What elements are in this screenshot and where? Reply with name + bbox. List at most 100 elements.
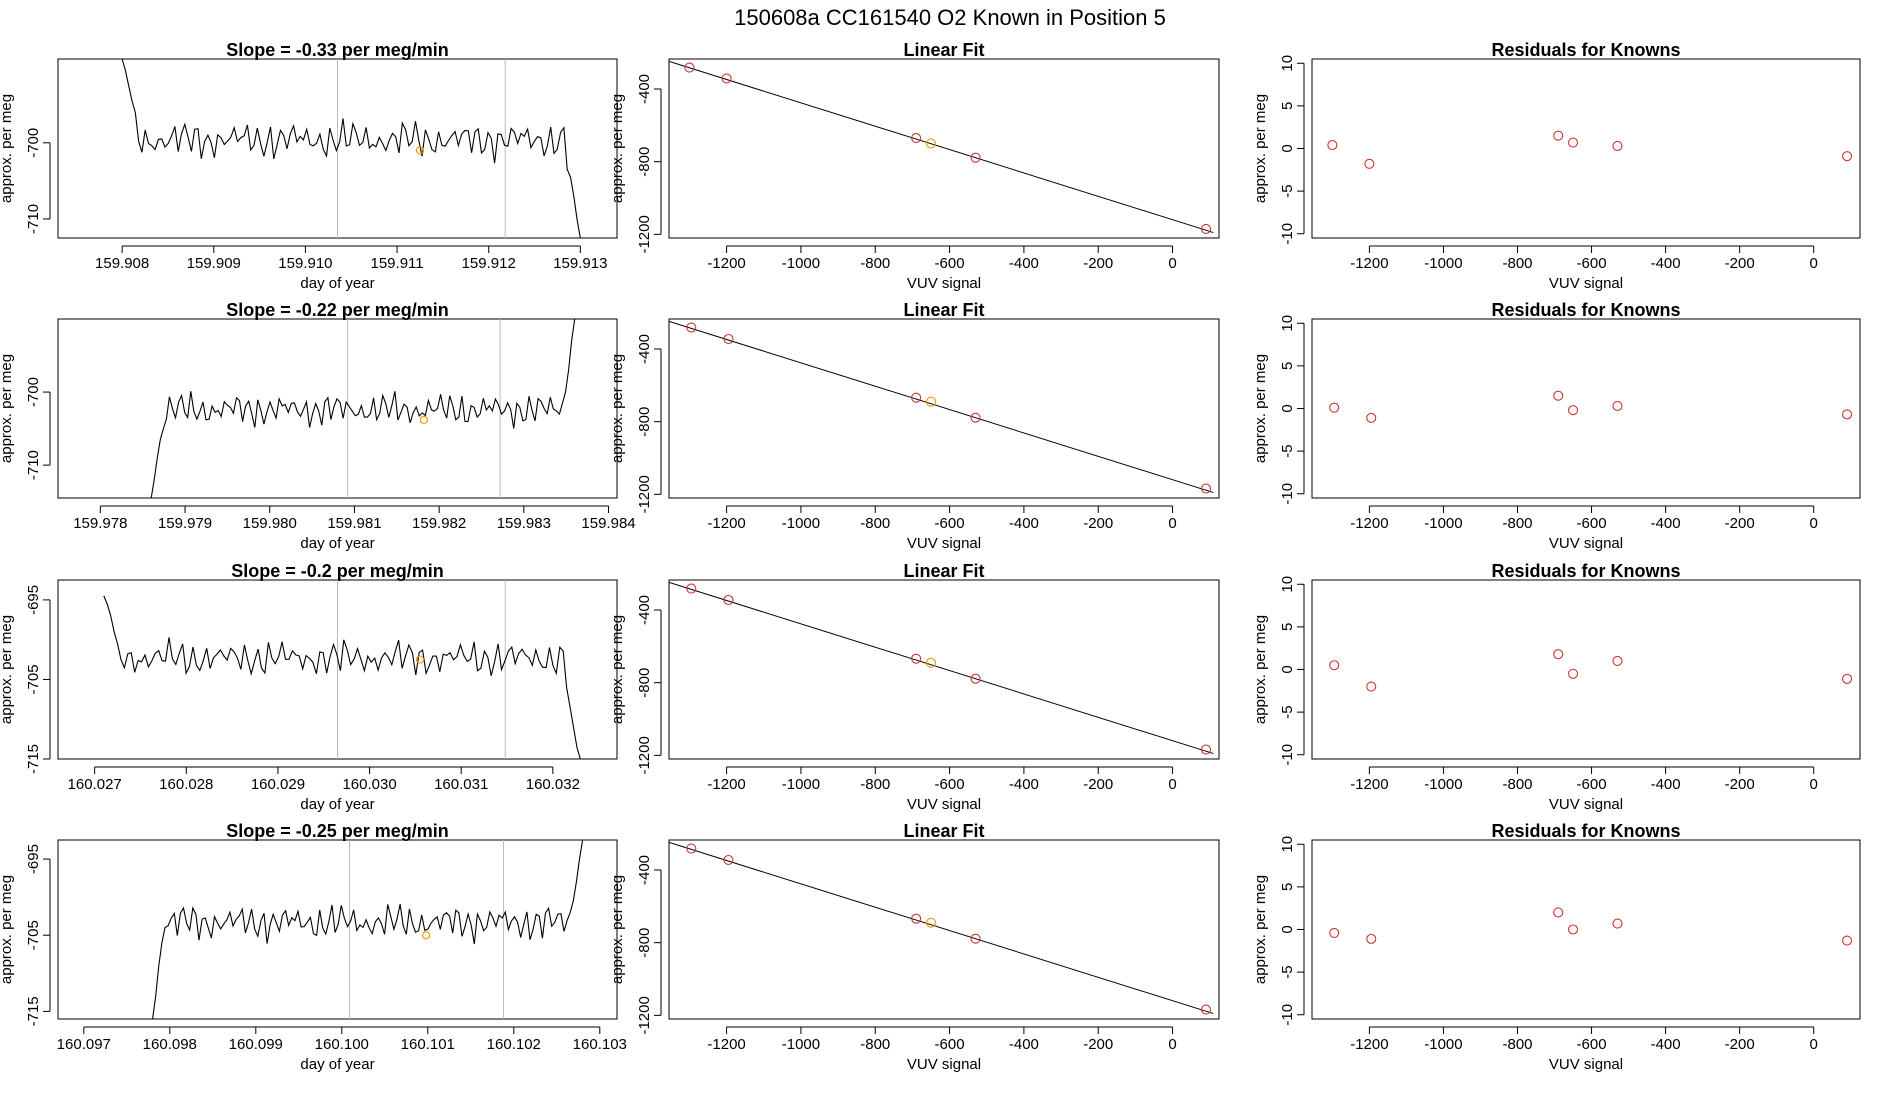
x-tick-label: -400 xyxy=(1009,515,1039,532)
y-tick-label: -800 xyxy=(636,668,653,698)
highlight-point xyxy=(415,146,425,155)
y-tick-label: 10 xyxy=(1279,315,1296,332)
plot-area xyxy=(1329,649,1853,692)
x-axis-label: VUV signal xyxy=(1549,1056,1623,1073)
y-tick-label: -710 xyxy=(25,204,42,234)
plot-frame xyxy=(668,318,1220,499)
y-tick-label: -1200 xyxy=(636,996,653,1034)
x-tick-label: -1200 xyxy=(1350,255,1388,272)
y-tick-label: -400 xyxy=(636,595,653,625)
x-tick-label: 159.983 xyxy=(497,515,551,532)
y-axis-label: approx. per meg xyxy=(1252,94,1269,203)
y-tick-label: -5 xyxy=(1279,705,1296,718)
x-tick-label: -1000 xyxy=(782,255,820,272)
data-point xyxy=(1612,400,1623,411)
x-tick-label: -400 xyxy=(1009,1036,1039,1053)
plot-area xyxy=(669,320,1214,494)
y-axis-label: approx. per meg xyxy=(1252,875,1269,984)
x-tick-label: -800 xyxy=(1502,255,1532,272)
x-axis-label: day of year xyxy=(300,275,374,292)
x-tick-label: 159.982 xyxy=(412,515,466,532)
data-point xyxy=(1366,412,1377,423)
y-tick-label: -715 xyxy=(25,744,42,774)
page-title: 150608a CC161540 O2 Known in Position 5 xyxy=(734,5,1166,30)
x-tick-label: -1000 xyxy=(1424,776,1462,793)
data-point xyxy=(686,583,697,594)
data-point xyxy=(1329,402,1340,413)
x-tick-label: 160.103 xyxy=(573,1036,627,1053)
y-tick-label: 10 xyxy=(1279,55,1296,72)
y-tick-label: -400 xyxy=(636,74,653,104)
data-point xyxy=(723,854,734,866)
time-series-line xyxy=(121,59,581,238)
x-tick-label: 0 xyxy=(1810,255,1818,272)
y-tick-label: -400 xyxy=(636,334,653,364)
data-point xyxy=(1567,924,1579,935)
x-tick-label: -200 xyxy=(1725,1036,1755,1053)
chart-title: Slope = -0.25 per meg/min xyxy=(226,821,449,841)
x-axis-label: VUV signal xyxy=(1549,535,1623,552)
panel-grid: Slope = -0.33 per meg/min 159.908 159.909 1… xyxy=(0,40,1861,1073)
x-tick-label: 160.031 xyxy=(434,776,488,793)
x-tick-label: -1000 xyxy=(1424,1036,1462,1053)
y-tick-label: -10 xyxy=(1279,744,1296,766)
y-axis-label: approx. per meg xyxy=(609,354,626,463)
y-tick-label: -695 xyxy=(25,585,42,615)
y-tick-label: 10 xyxy=(1279,576,1296,593)
x-tick-label: -800 xyxy=(860,515,890,532)
y-tick-label: -5 xyxy=(1279,965,1296,978)
data-point xyxy=(1841,151,1853,162)
plot-area xyxy=(150,319,576,498)
highlight-point xyxy=(421,931,431,940)
plot-frame xyxy=(1311,318,1861,499)
x-tick-label: -1200 xyxy=(707,776,745,793)
x-tick-label: -400 xyxy=(1651,1036,1681,1053)
chart-title: Residuals for Knowns xyxy=(1491,300,1680,320)
highlight-point xyxy=(925,396,937,407)
y-tick-label: -715 xyxy=(25,996,42,1026)
plot-area xyxy=(1329,390,1853,423)
x-tick-label: -600 xyxy=(935,776,965,793)
data-point xyxy=(970,412,981,423)
chart-title: Residuals for Knowns xyxy=(1491,561,1680,581)
x-tick-label: -400 xyxy=(1009,255,1039,272)
x-tick-label: 160.101 xyxy=(401,1036,455,1053)
time-series-line xyxy=(150,319,576,498)
chart-title: Slope = -0.2 per meg/min xyxy=(231,561,444,581)
x-tick-label: 0 xyxy=(1168,515,1176,532)
data-point xyxy=(1200,1004,1212,1015)
chart-title: Linear Fit xyxy=(903,561,984,581)
chart-title: Linear Fit xyxy=(903,40,984,60)
plot-area xyxy=(103,580,581,759)
y-tick-label: 0 xyxy=(1279,665,1296,673)
x-tick-label: -800 xyxy=(1502,776,1532,793)
y-tick-label: 5 xyxy=(1279,102,1296,110)
y-tick-label: 10 xyxy=(1279,836,1296,853)
x-tick-label: -600 xyxy=(935,1036,965,1053)
data-point xyxy=(1612,918,1623,929)
chart-panel-res1: Residuals for Knowns-1200 -1000 -800 -600 -4… xyxy=(1252,40,1861,292)
x-tick-label: -600 xyxy=(1577,255,1607,272)
data-point xyxy=(970,673,981,684)
data-point xyxy=(911,913,922,924)
x-tick-label: 0 xyxy=(1810,776,1818,793)
chart-panel-fit2: Linear Fit -1200 -1000 -800 -600 -400 -200 0 VUV… xyxy=(609,300,1220,552)
plot-frame xyxy=(57,839,618,1020)
x-tick-label: -400 xyxy=(1651,515,1681,532)
y-tick-label: 5 xyxy=(1279,362,1296,370)
y-tick-label: -710 xyxy=(25,450,42,480)
x-tick-label: -200 xyxy=(1083,515,1113,532)
y-tick-label: -400 xyxy=(636,855,653,885)
x-axis-label: day of year xyxy=(300,535,374,552)
x-tick-label: 159.912 xyxy=(462,255,516,272)
x-axis-label: day of year xyxy=(300,796,374,813)
plot-area xyxy=(669,581,1214,755)
x-tick-label: -1200 xyxy=(1350,1036,1388,1053)
plot-frame xyxy=(1311,58,1861,239)
y-tick-label: -800 xyxy=(636,407,653,437)
plot-frame xyxy=(668,579,1220,760)
x-tick-label: 0 xyxy=(1168,776,1176,793)
y-axis-label: approx. per meg xyxy=(609,94,626,203)
y-tick-label: 0 xyxy=(1279,404,1296,412)
x-tick-label: 0 xyxy=(1810,1036,1818,1053)
